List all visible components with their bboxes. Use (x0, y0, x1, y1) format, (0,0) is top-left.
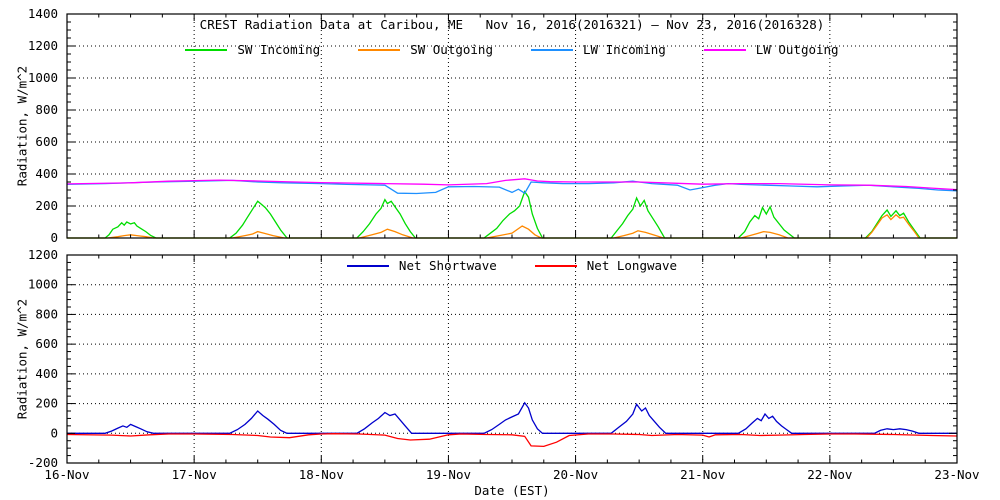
y-tick-label: 1200 (28, 38, 58, 53)
legend-label: Net Shortwave (398, 258, 497, 273)
x-tick-label: 17-Nov (172, 467, 217, 482)
y-tick-label: 800 (35, 102, 58, 117)
series-lw-incoming (66, 179, 958, 195)
legend-label: SW Outgoing (410, 42, 493, 57)
y-tick-label: 1000 (28, 277, 58, 292)
y-tick-label: 200 (35, 396, 58, 411)
x-tick-label: 19-Nov (426, 467, 471, 482)
legend-line-swatch (703, 48, 746, 51)
y-tick-label: 0 (50, 425, 58, 440)
y-tick-label: -200 (28, 455, 58, 470)
legend-line-swatch (358, 48, 401, 51)
series-net-shortwave (67, 401, 957, 434)
y-tick-label: 200 (35, 198, 58, 213)
legend-line-swatch (346, 264, 389, 267)
legend-item-net-shortwave: Net Shortwave (346, 258, 497, 273)
gridlines-panel-1 (67, 255, 957, 463)
legend-line-swatch (185, 48, 228, 51)
legend-label: Net Longwave (586, 258, 678, 273)
series-sw-incoming (67, 190, 957, 239)
y-axis-label-top: Radiation, W/m^2 (14, 65, 30, 187)
chart-title: CREST Radiation Data at Caribou, ME Nov … (199, 17, 825, 32)
legend-line-swatch (534, 264, 577, 267)
y-tick-label: 0 (50, 230, 58, 245)
series-sw-outgoing (67, 213, 957, 239)
y-axis-label-bottom: Radiation, W/m^2 (14, 298, 30, 420)
legend-label: LW Outgoing (755, 42, 839, 57)
y-tick-label: 400 (35, 366, 58, 381)
x-tick-label: 23-Nov (934, 467, 979, 482)
x-tick-label: 20-Nov (553, 467, 598, 482)
legend-item-sw-outgoing: SW Outgoing (358, 42, 493, 57)
y-tick-label: 600 (35, 134, 58, 149)
axes-panel-0: 0 200 400 600 800 1000 1200 1400 (28, 6, 958, 245)
y-tick-label: 1400 (28, 6, 58, 21)
x-tick-label: 16-Nov (44, 467, 89, 482)
series-lw-outgoing (66, 178, 958, 191)
legend-top-panel: SW Incoming SW Outgoing LW Incoming LW Outg… (67, 42, 957, 57)
y-tick-label: 1000 (28, 70, 58, 85)
x-tick-label: 22-Nov (807, 467, 852, 482)
y-tick-label: 800 (35, 306, 58, 321)
axes-panel-1: -200 0 200 400 600 800 1000 1200 16-Nov 17-Nov 18-… (28, 247, 980, 482)
legend-item-lw-outgoing: LW Outgoing (703, 42, 839, 57)
gridlines-panel-0 (67, 14, 957, 238)
legend-bottom-panel: Net Shortwave Net Longwave (67, 258, 957, 273)
y-tick-label: 1200 (28, 247, 58, 262)
y-tick-label: 600 (35, 336, 58, 351)
legend-item-lw-incoming: LW Incoming (531, 42, 666, 57)
x-axis-label: Date (EST) (474, 483, 550, 498)
x-tick-label: 18-Nov (299, 467, 344, 482)
legend-label: SW Incoming (237, 42, 321, 57)
legend-item-net-longwave: Net Longwave (534, 258, 678, 273)
legend-label: LW Incoming (583, 42, 666, 57)
x-tick-label: 21-Nov (680, 467, 725, 482)
y-tick-label: 400 (35, 166, 58, 181)
legend-item-sw-incoming: SW Incoming (185, 42, 320, 57)
legend-line-swatch (531, 48, 573, 51)
series-net-longwave (66, 433, 958, 448)
